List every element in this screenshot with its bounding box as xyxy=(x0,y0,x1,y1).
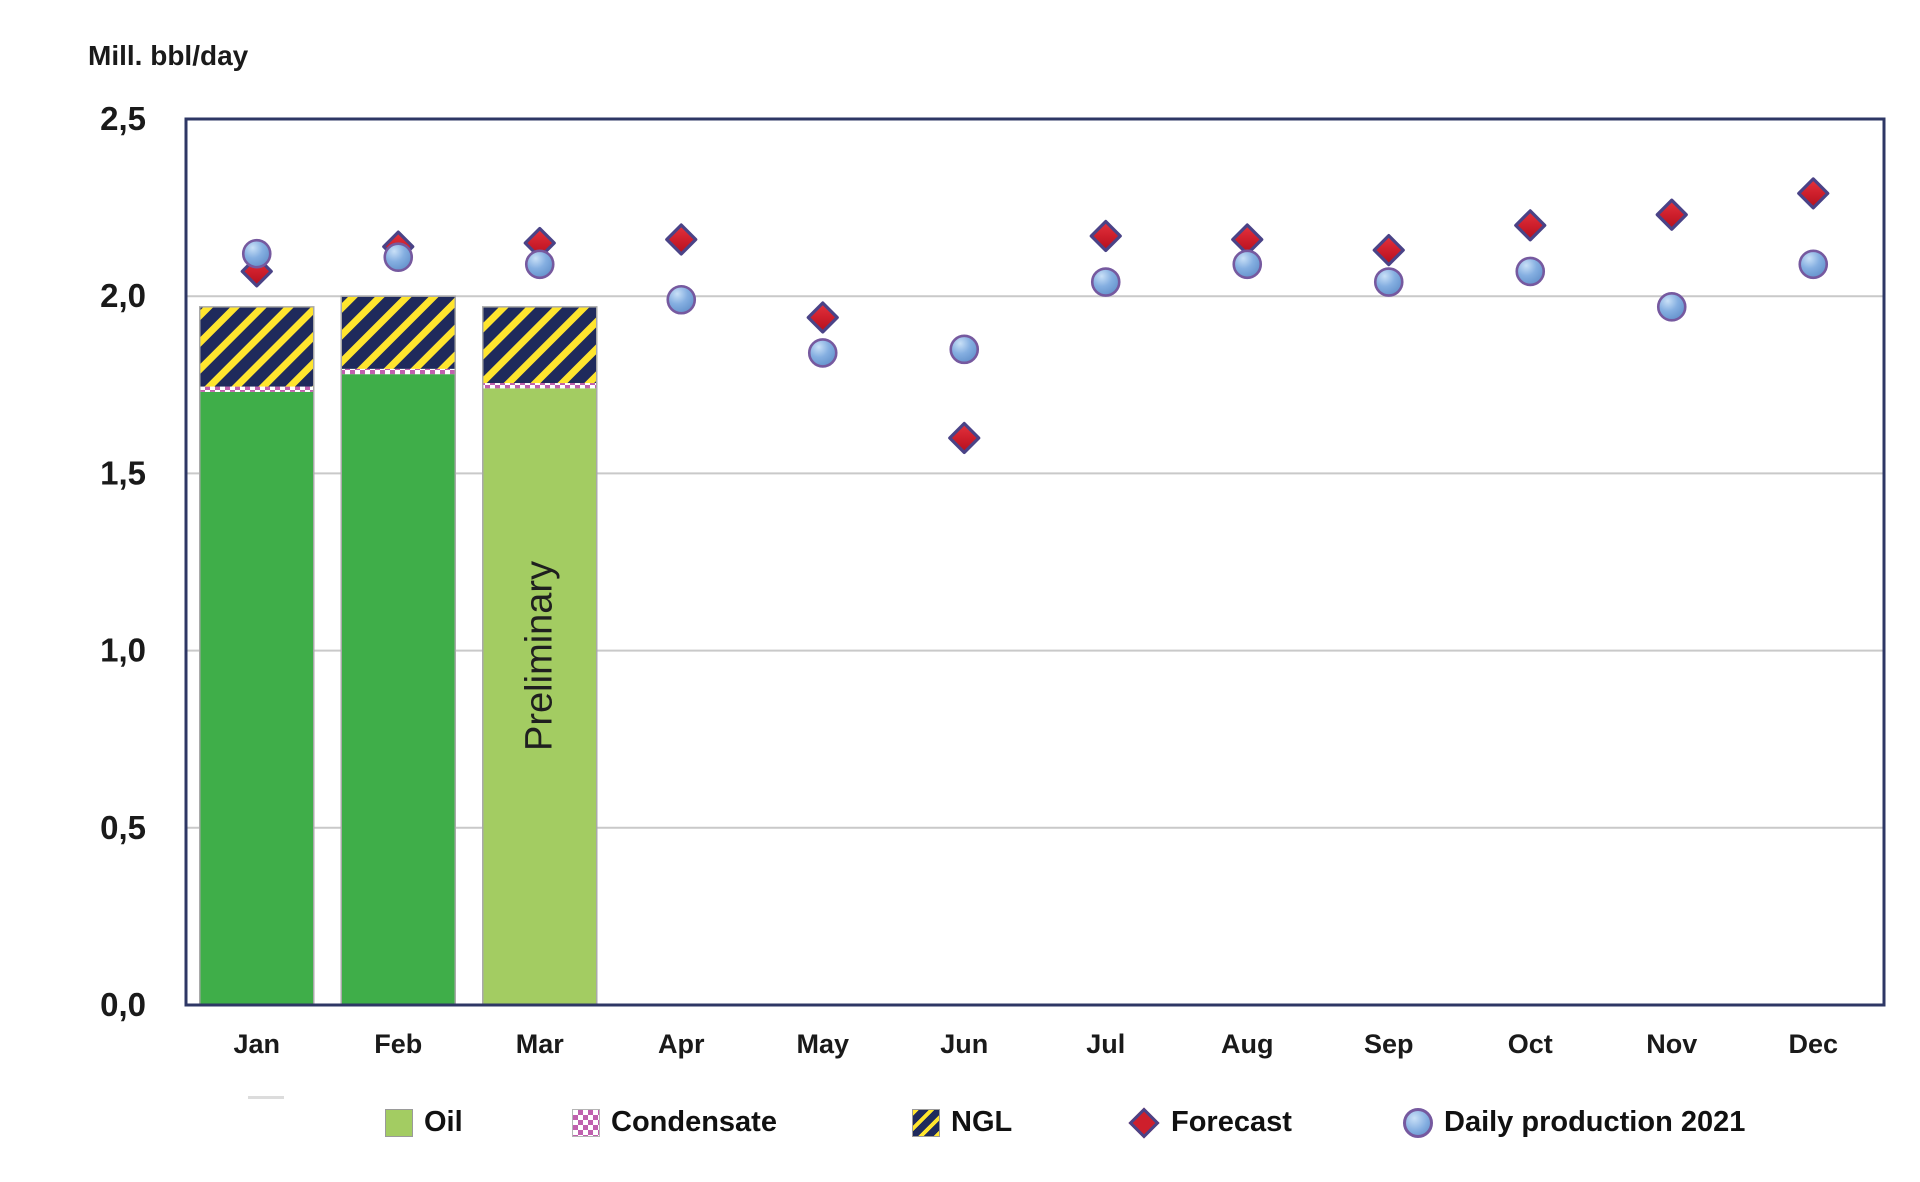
condensate-swatch-icon xyxy=(572,1108,600,1137)
forecast-point-apr xyxy=(665,223,698,256)
daily-point-aug xyxy=(1232,249,1263,280)
forecast-point-jun xyxy=(948,421,981,455)
forecast-point-jul xyxy=(1089,219,1122,253)
legend-label-oil: Oil xyxy=(424,1106,463,1138)
daily-point-feb xyxy=(383,242,414,273)
x-tick-dec: Dec xyxy=(1788,1029,1838,1059)
oil-segment xyxy=(199,391,314,1005)
ngl-segment xyxy=(341,296,456,369)
legend-item-condensate: Condensate xyxy=(572,1106,777,1139)
condensate-segment xyxy=(482,383,597,389)
x-tick-nov: Nov xyxy=(1646,1029,1697,1059)
legend-label-ngl: NGL xyxy=(951,1106,1013,1138)
forecast-point-dec xyxy=(1797,177,1830,210)
daily-point-jun xyxy=(949,334,980,365)
x-tick-jun: Jun xyxy=(940,1029,988,1059)
oil-segment xyxy=(341,374,456,1006)
ngl-segment xyxy=(482,306,597,384)
x-tick-mar: Mar xyxy=(516,1029,565,1059)
daily-point-jan xyxy=(241,238,272,269)
x-tick-oct: Oct xyxy=(1508,1029,1553,1059)
y-tick-label: 2,0 xyxy=(100,277,146,314)
daily-production-circle-icon xyxy=(1403,1107,1433,1138)
legend-item-daily-production: Daily production 2021 xyxy=(1403,1106,1745,1139)
x-tick-jul: Jul xyxy=(1086,1029,1125,1059)
forecast-diamond-icon xyxy=(1128,1106,1160,1139)
x-tick-aug: Aug xyxy=(1221,1029,1273,1059)
condensate-segment xyxy=(199,386,314,392)
legend-item-oil: Oil xyxy=(385,1106,463,1139)
y-tick-label: 1,0 xyxy=(100,632,146,669)
forecast-point-may xyxy=(806,301,839,334)
x-tick-jan: Jan xyxy=(233,1029,280,1059)
y-tick-label: 2,5 xyxy=(100,100,146,137)
oil-swatch-icon xyxy=(385,1108,413,1137)
legend-item-ngl: NGL xyxy=(912,1106,1012,1139)
forecast-point-sep xyxy=(1372,234,1405,267)
ngl-segment xyxy=(199,306,314,387)
daily-point-oct xyxy=(1515,256,1546,287)
y-tick-label: 0,5 xyxy=(100,809,146,846)
y-tick-label: 1,5 xyxy=(100,454,146,491)
y-tick-label: 0,0 xyxy=(100,986,146,1023)
daily-point-sep xyxy=(1373,267,1404,297)
legend-item-forecast: Forecast xyxy=(1128,1106,1292,1139)
legend-label-daily-production: Daily production 2021 xyxy=(1444,1106,1746,1138)
daily-point-dec xyxy=(1798,249,1829,280)
daily-point-jul xyxy=(1090,267,1121,297)
x-tick-sep: Sep xyxy=(1364,1029,1414,1059)
daily-point-may xyxy=(807,338,838,368)
ngl-swatch-icon xyxy=(912,1108,940,1137)
daily-point-apr xyxy=(666,284,697,315)
x-tick-feb: Feb xyxy=(374,1029,422,1059)
bar-mar xyxy=(482,306,598,1006)
daily-point-mar xyxy=(524,249,555,280)
forecast-point-nov xyxy=(1655,198,1688,231)
preliminary-label: Preliminary xyxy=(519,561,561,751)
forecast-point-oct xyxy=(1514,209,1547,242)
x-tick-may: May xyxy=(796,1029,849,1059)
condensate-segment xyxy=(341,368,456,375)
stray-dash xyxy=(248,1096,284,1099)
bar-feb xyxy=(340,295,456,1006)
oil-segment xyxy=(482,388,597,1005)
x-tick-apr: Apr xyxy=(658,1029,705,1059)
daily-point-nov xyxy=(1656,292,1687,322)
plot-border xyxy=(184,117,1886,1007)
legend-label-condensate: Condensate xyxy=(611,1106,777,1138)
bar-jan xyxy=(199,306,315,1006)
legend-label-forecast: Forecast xyxy=(1171,1106,1292,1138)
y-axis-unit-label: Mill. bbl/day xyxy=(88,40,249,71)
